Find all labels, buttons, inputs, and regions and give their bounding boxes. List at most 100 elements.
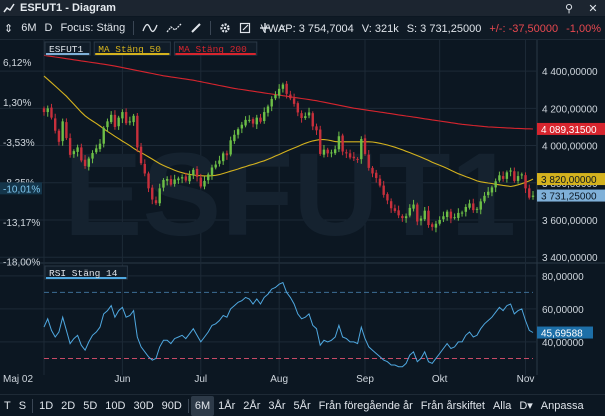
candle-body — [389, 201, 393, 209]
candle-body — [311, 113, 314, 127]
d-selector[interactable]: D — [44, 22, 53, 34]
candle-body — [292, 98, 296, 104]
period-button[interactable]: 1År — [218, 399, 236, 412]
candle-body — [229, 140, 232, 155]
candle-body — [117, 117, 120, 127]
crosshair-icon[interactable] — [255, 17, 275, 40]
candle-body — [169, 179, 173, 185]
chart-toolbar: ⇕ 6M D Focus: Stäng « VWAP: 3 754,7004 V… — [0, 17, 605, 40]
period-button[interactable]: 5År — [293, 399, 311, 412]
candle-body — [207, 174, 210, 181]
arrows-icon[interactable]: ⇕ — [4, 22, 14, 35]
toolbar-divider — [133, 21, 135, 35]
candle — [192, 167, 195, 180]
candle — [333, 145, 337, 156]
candle — [457, 208, 460, 221]
period-button[interactable]: Från föregående år — [318, 399, 413, 412]
period-button[interactable]: 1D — [39, 399, 54, 412]
period-button[interactable]: 30D — [133, 399, 154, 412]
candle-body — [281, 84, 285, 89]
candle-body — [266, 106, 270, 113]
candle-body — [259, 117, 262, 122]
candle — [513, 167, 516, 183]
rsi-legend-item[interactable]: RSI Stäng 14 — [44, 265, 128, 280]
price-badge-label: 3 820,00000 — [541, 175, 597, 186]
interval-selector[interactable]: 6M — [21, 22, 37, 34]
candle — [184, 172, 188, 183]
close-icon[interactable]: ✕ — [588, 2, 598, 15]
legend-item[interactable]: ESFUT1 — [44, 41, 91, 56]
candle-body — [121, 112, 124, 119]
candle-body — [263, 112, 266, 121]
candle-body — [136, 115, 139, 148]
period-button[interactable]: D▾ — [519, 400, 533, 412]
line-tool-icon[interactable] — [162, 17, 186, 40]
candle — [91, 150, 94, 164]
candle-body — [445, 211, 449, 218]
period-button[interactable]: T — [4, 399, 11, 412]
candle — [453, 213, 456, 220]
period-button[interactable]: 5D — [83, 399, 98, 412]
candle-body — [87, 158, 90, 167]
candle-body — [124, 112, 128, 124]
candle-body — [397, 210, 400, 216]
window-icon[interactable] — [235, 17, 255, 40]
period-button[interactable]: 2År — [243, 399, 261, 412]
period-button[interactable]: 2D — [61, 399, 76, 412]
legend-item[interactable]: MA Stäng 200 — [173, 41, 258, 56]
settings-icon[interactable] — [215, 17, 235, 40]
chart-type-icon[interactable] — [138, 17, 162, 40]
candle-body — [475, 208, 479, 210]
period-button[interactable]: 90D — [161, 399, 182, 412]
candle — [263, 107, 266, 124]
candle-body — [285, 83, 288, 94]
candle — [475, 206, 479, 214]
rsi-panel — [43, 281, 534, 368]
candle-body — [341, 135, 344, 152]
candle-body — [233, 134, 236, 142]
candle-body — [494, 181, 497, 188]
candle-body — [72, 151, 76, 155]
candle — [218, 155, 221, 167]
candle-body — [307, 112, 311, 116]
period-button[interactable]: S — [18, 399, 27, 412]
period-button[interactable]: 10D — [105, 399, 126, 412]
candle — [259, 113, 262, 124]
price-tick-label: 4 200,00000 — [542, 104, 598, 115]
candle-body — [158, 188, 161, 204]
candle — [195, 166, 199, 182]
candle — [229, 136, 232, 157]
rsi-tick-label: 40,00000 — [542, 338, 584, 349]
candle — [72, 149, 76, 158]
candle — [397, 205, 400, 219]
candle-body — [472, 203, 475, 211]
focus-selector[interactable]: Focus: Stäng — [60, 22, 126, 34]
candle-body — [42, 108, 46, 113]
price-badge-bg — [537, 173, 605, 186]
price-badge-label: 4 089,31500 — [541, 125, 597, 136]
draw-icon[interactable] — [186, 17, 206, 40]
candle-body — [460, 212, 464, 214]
candle-body — [378, 178, 382, 186]
price-tick-label: 3 400,00000 — [542, 253, 598, 264]
period-button[interactable]: 3År — [268, 399, 286, 412]
pin-icon[interactable]: ⚲ — [564, 2, 574, 15]
candle — [300, 110, 303, 123]
period-button[interactable]: Från årskiftet — [420, 399, 485, 412]
rsi-line — [43, 281, 534, 368]
period-button[interactable]: Anpassa — [540, 399, 584, 412]
collapse-icon[interactable]: « — [279, 22, 286, 34]
candle-body — [375, 172, 378, 178]
candle-body — [165, 179, 169, 181]
price-chart[interactable]: ESFUT1 4 400,00000 4 200,00000 4 000,00000… — [0, 40, 605, 388]
legend-item[interactable]: MA Stäng 50 — [93, 41, 171, 56]
candle-body — [479, 201, 482, 210]
period-button[interactable]: Alla — [492, 399, 512, 412]
period-button[interactable]: 6M — [190, 395, 215, 416]
candle — [524, 172, 527, 194]
rsi-badge-bg — [537, 326, 593, 339]
candle — [315, 123, 318, 135]
candle-body — [431, 224, 434, 227]
candle — [109, 111, 113, 124]
candle-body — [487, 191, 490, 196]
